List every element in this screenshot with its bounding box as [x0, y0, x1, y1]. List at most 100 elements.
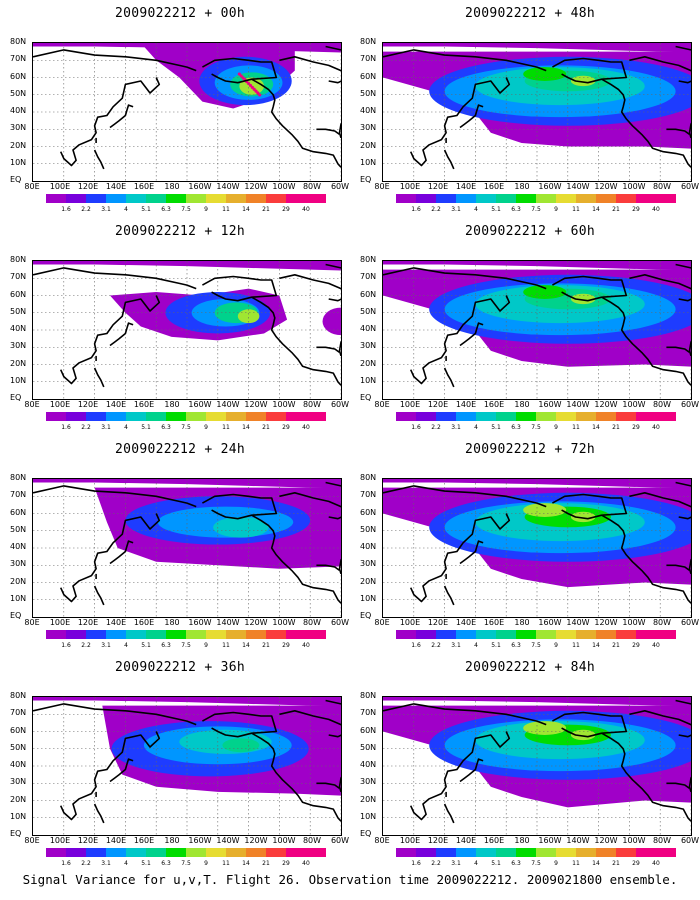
lon-tick-label: 80W — [302, 182, 322, 191]
lat-tick-label: 60N — [10, 289, 27, 299]
colorbar-level-label: 4 — [124, 860, 128, 867]
lon-tick-label: 100W — [272, 400, 296, 409]
lon-tick-label: 160E — [133, 836, 155, 845]
map-plot — [32, 42, 342, 182]
colorbar-level-label: 14 — [242, 424, 250, 431]
colorbar-swatch — [536, 194, 556, 203]
lon-tick-label: 140W — [216, 836, 240, 845]
colorbar-swatch — [556, 630, 576, 639]
colorbar-level-label: 40 — [302, 860, 310, 867]
colorbar-swatch — [456, 630, 476, 639]
lon-tick-label: 60W — [330, 836, 350, 845]
colorbar-swatch — [636, 412, 656, 421]
lat-tick-label: 10N — [360, 157, 377, 167]
map-plot — [382, 478, 692, 618]
lat-tick-label: 20N — [360, 140, 377, 150]
colorbar-swatch — [496, 630, 516, 639]
colorbar-level-label: 4 — [124, 642, 128, 649]
colorbar-level-label: 1.6 — [61, 206, 71, 213]
colorbar-swatch — [86, 630, 106, 639]
lon-tick-label: 120W — [594, 618, 618, 627]
colorbar-level-label: 6.3 — [511, 642, 521, 649]
lat-tick-label: 20N — [10, 576, 27, 586]
colorbar-swatch — [286, 194, 306, 203]
colorbar — [46, 412, 326, 421]
lon-tick-label: 80W — [652, 182, 672, 191]
lon-tick-label: 160E — [483, 618, 505, 627]
lat-tick-label: 80N — [10, 473, 27, 482]
colorbar-swatch — [576, 194, 596, 203]
map-plot — [382, 42, 692, 182]
colorbar-level-label: 9 — [204, 206, 208, 213]
colorbar-swatch — [636, 848, 656, 857]
colorbar-level-label: 11 — [222, 642, 230, 649]
lat-tick-label: 10N — [10, 157, 27, 167]
colorbar-swatch — [226, 412, 246, 421]
map-plot — [32, 260, 342, 400]
lon-tick-label: 80E — [24, 400, 40, 409]
colorbar-swatch — [166, 848, 186, 857]
lon-tick-label: 100E — [399, 182, 421, 191]
colorbar-swatch — [416, 412, 436, 421]
colorbar-swatch — [46, 194, 66, 203]
colorbar-level-label: 5.1 — [141, 860, 151, 867]
colorbar-swatch — [516, 630, 536, 639]
colorbar-swatch — [46, 630, 66, 639]
panel-title: 2009022212 + 84h — [464, 660, 596, 675]
lon-tick-label: 160E — [483, 182, 505, 191]
colorbar-swatch — [126, 630, 146, 639]
colorbar-swatch — [456, 194, 476, 203]
colorbar-level-label: 4 — [474, 206, 478, 213]
lon-tick-label: 120E — [77, 182, 99, 191]
lon-tick-label: 160E — [483, 836, 505, 845]
lon-tick-label: 140E — [105, 618, 127, 627]
colorbar-level-label: 14 — [242, 206, 250, 213]
colorbar-swatch — [66, 412, 86, 421]
colorbar-level-label: 21 — [262, 860, 270, 867]
lat-tick-label: 80N — [360, 37, 377, 46]
colorbar-level-label: 5.1 — [141, 206, 151, 213]
lon-tick-label: 80E — [24, 618, 40, 627]
variance-field — [33, 261, 341, 399]
lat-tick-label: EQ — [10, 829, 22, 838]
map-panel: 2009022212 + 24h 80N 70N 60N 50N 40N 30N 20N 10N… — [10, 436, 350, 654]
colorbar-swatch — [556, 848, 576, 857]
lat-tick-label: 20N — [10, 794, 27, 804]
colorbar-swatch — [616, 412, 636, 421]
lat-tick-label: EQ — [360, 393, 372, 402]
lat-tick-label: 70N — [360, 490, 377, 500]
colorbar-swatch — [436, 194, 456, 203]
colorbar-level-label: 6.3 — [161, 860, 171, 867]
lat-tick-label: 40N — [360, 760, 377, 769]
lat-tick-label: EQ — [360, 175, 372, 184]
panel-title: 2009022212 + 24h — [114, 442, 246, 457]
colorbar-level-label: 21 — [612, 860, 620, 867]
colorbar-swatch — [396, 412, 416, 421]
colorbar-level-label: 40 — [652, 206, 660, 213]
colorbar-level-label: 6.3 — [511, 860, 521, 867]
colorbar-swatch — [416, 848, 436, 857]
lat-tick-label: 20N — [360, 576, 377, 586]
lon-tick-label: 180 — [164, 618, 180, 627]
lon-tick-label: 80W — [652, 836, 672, 845]
lon-tick-label: 120W — [244, 836, 268, 845]
colorbar-swatch — [596, 630, 616, 639]
lat-tick-label: 30N — [10, 559, 27, 569]
colorbar-level-label: 14 — [592, 206, 600, 213]
lon-tick-label: 80E — [374, 836, 390, 845]
colorbar-swatch — [416, 630, 436, 639]
lat-tick-label: 60N — [360, 289, 377, 299]
map-panel: 2009022212 + 12h 80N 70N 60N 50N 40N 30N 20N 10N… — [10, 218, 350, 436]
colorbar-swatch — [596, 194, 616, 203]
variance-field — [383, 261, 691, 399]
colorbar-level-label: 11 — [572, 860, 580, 867]
lat-tick-label: 10N — [360, 811, 377, 821]
colorbar-level-label: 3.1 — [451, 424, 461, 431]
lat-tick-label: 50N — [10, 524, 27, 534]
colorbar-level-label: 11 — [572, 206, 580, 213]
lat-tick-label: 50N — [360, 306, 377, 316]
lon-tick-label: 140W — [566, 836, 590, 845]
colorbar-swatch — [636, 630, 656, 639]
lon-tick-label: 140E — [105, 182, 127, 191]
colorbar-swatch — [86, 194, 106, 203]
